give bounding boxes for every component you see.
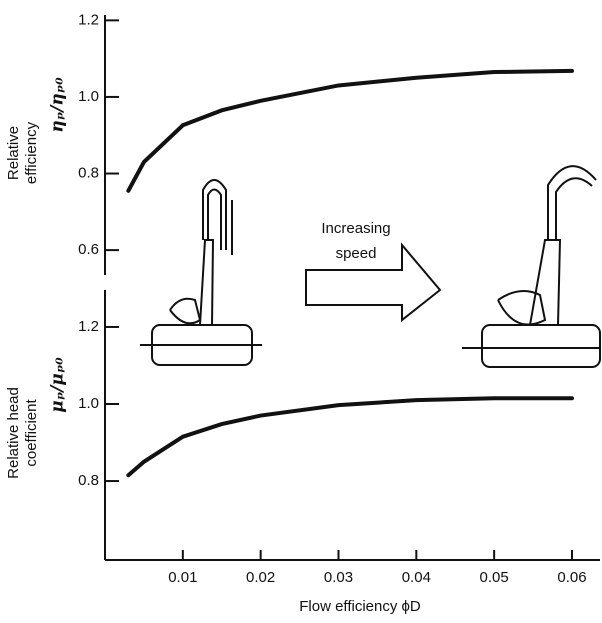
y-axis-label: Relative head [5,387,22,479]
x-axis-label: Flow efficiency ϕD [299,598,421,615]
x-tick-label: 0.06 [557,569,586,586]
y-axis-label: efficiency [23,121,40,184]
y-tick-label: 0.8 [78,472,99,489]
x-tick-label: 0.03 [324,569,353,586]
annotation: speed [336,245,377,262]
annotation: Increasing [321,220,390,237]
arrow [305,242,442,323]
y-tick-label: 1.0 [78,88,99,105]
y-tick-label: 1.2 [78,318,99,335]
x-tick-label: 0.02 [246,569,275,586]
y-tick-label: 0.6 [78,241,99,258]
pump-left [140,179,262,366]
y-tick-label: 1.2 [78,11,99,28]
y-tick-label: 1.0 [78,395,99,412]
x-tick-label: 0.05 [480,569,509,586]
line [126,68,574,193]
y-axis-label: coefficient [23,399,40,467]
y-tick-label: 0.8 [78,164,99,181]
x-tick-label: 0.04 [402,569,431,586]
x-tick-label: 0.01 [168,569,197,586]
y-symbol: μₚ/μₚ₀ [48,357,68,413]
line [126,396,574,478]
y-symbol: ηₚ/ηₚ₀ [48,77,68,133]
y-axis-label: Relative [5,126,22,180]
pump-right [462,165,601,368]
